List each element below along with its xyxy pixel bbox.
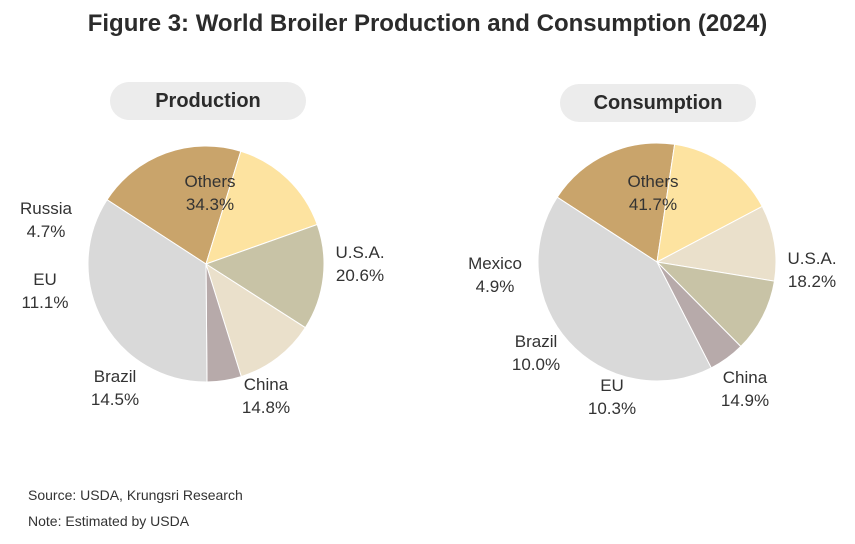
slice-label-brazil: Brazil 10.0% <box>512 332 560 374</box>
slice-category-label: China <box>723 368 768 387</box>
slice-label-eu: EU 11.1% <box>22 270 69 312</box>
slice-label-china: China 14.9% <box>721 368 769 410</box>
slice-value-label: 18.2% <box>788 272 836 291</box>
pie-slice-u-s-a <box>106 145 242 265</box>
slice-label-others: Others 41.7% <box>627 172 678 214</box>
slice-label-china: China 14.8% <box>242 375 290 417</box>
pie-slice-brazil <box>655 261 776 348</box>
production-pie: U.S.A. 20.6% China 14.8% Brazil 14.5% EU 11.1% R… <box>20 145 385 417</box>
slice-category-label: Mexico <box>468 254 522 273</box>
consumption-pie: U.S.A. 18.2% China 14.9% EU 10.3% Brazil 10.0% M… <box>468 142 837 418</box>
slice-label-u-s-a: U.S.A. 20.6% <box>335 243 384 285</box>
slice-category-label: China <box>244 375 289 394</box>
slice-category-label: Others <box>184 172 235 191</box>
slice-label-others: Others 34.3% <box>184 172 235 214</box>
estimate-note: Note: Estimated by USDA <box>28 513 190 529</box>
slice-value-label: 10.0% <box>512 355 560 374</box>
slice-category-label: U.S.A. <box>787 249 836 268</box>
slice-value-label: 10.3% <box>588 399 636 418</box>
slice-category-label: EU <box>600 376 624 395</box>
figure-title: Figure 3: World Broiler Production and C… <box>87 10 768 37</box>
slice-value-label: 14.5% <box>91 390 139 409</box>
slice-value-label: 4.9% <box>476 277 515 296</box>
slice-category-label: Brazil <box>515 332 558 351</box>
pie-slice-brazil <box>204 223 325 329</box>
slice-label-russia: Russia 4.7% <box>20 199 73 241</box>
slice-value-label: 11.1% <box>22 293 69 312</box>
slice-value-label: 14.8% <box>242 398 290 417</box>
production-chart-title: Production <box>110 82 306 120</box>
slice-category-label: Russia <box>20 199 73 218</box>
slice-category-label: Brazil <box>94 367 137 386</box>
slice-label-brazil: Brazil 14.5% <box>91 367 139 409</box>
pie-slice-eu <box>655 205 777 282</box>
source-note: Source: USDA, Krungsri Research <box>28 487 243 503</box>
slice-value-label: 14.9% <box>721 391 769 410</box>
slice-label-mexico: Mexico 4.9% <box>468 254 522 296</box>
consumption-chart-title: Consumption <box>560 84 756 122</box>
slice-category-label: U.S.A. <box>335 243 384 262</box>
pie-slice-others <box>87 199 208 383</box>
slice-value-label: 41.7% <box>629 195 677 214</box>
pie-slice-u-s-a <box>556 142 676 263</box>
pie-slice-eu <box>205 262 307 378</box>
slice-category-label: Others <box>627 172 678 191</box>
slice-label-eu: EU 10.3% <box>588 376 636 418</box>
pie-slice-china <box>205 150 318 265</box>
slice-category-label: EU <box>33 270 57 289</box>
slice-value-label: 34.3% <box>186 195 234 214</box>
pie-slice-others <box>537 196 712 382</box>
slice-value-label: 20.6% <box>336 266 384 285</box>
slice-label-u-s-a: U.S.A. 18.2% <box>787 249 836 291</box>
pie-slice-china <box>656 143 763 263</box>
slice-value-label: 4.7% <box>27 222 66 241</box>
